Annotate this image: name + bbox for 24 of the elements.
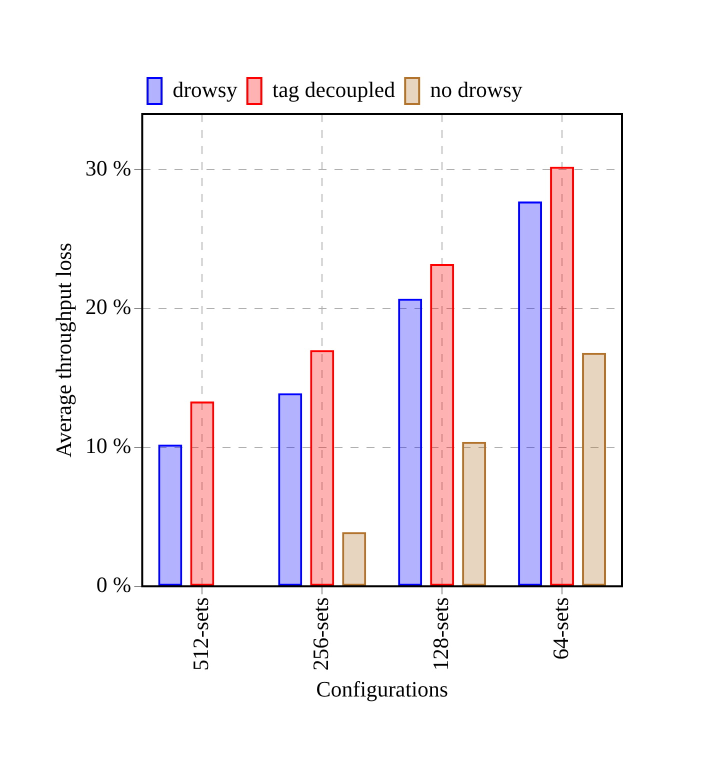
legend-label: no drowsy (430, 76, 522, 102)
y-tick-label: 30 % (85, 155, 132, 180)
bar (158, 444, 182, 586)
bar (190, 402, 214, 586)
x-axis-title: Configurations (316, 676, 448, 702)
bar (310, 350, 334, 586)
bar (582, 352, 606, 586)
x-tick-label: 512-sets (188, 597, 213, 671)
bar (462, 442, 486, 586)
y-tick-label: 10 % (85, 433, 132, 458)
bar (430, 264, 454, 586)
y-tick-label: 20 % (85, 294, 132, 320)
x-tick-label: 128-sets (428, 597, 453, 671)
bar (550, 166, 574, 586)
legend-label: drowsy (172, 76, 238, 102)
x-tick-label: 256-sets (308, 597, 333, 671)
x-tick-label: 64-sets (548, 597, 573, 660)
bar (342, 532, 366, 586)
y-tick-label: 0 % (96, 572, 132, 598)
bar (278, 393, 302, 586)
bar (398, 298, 422, 586)
y-axis-title: Average throughput loss (50, 242, 76, 458)
legend-label: tag decoupled (272, 76, 396, 102)
bar (518, 202, 542, 586)
